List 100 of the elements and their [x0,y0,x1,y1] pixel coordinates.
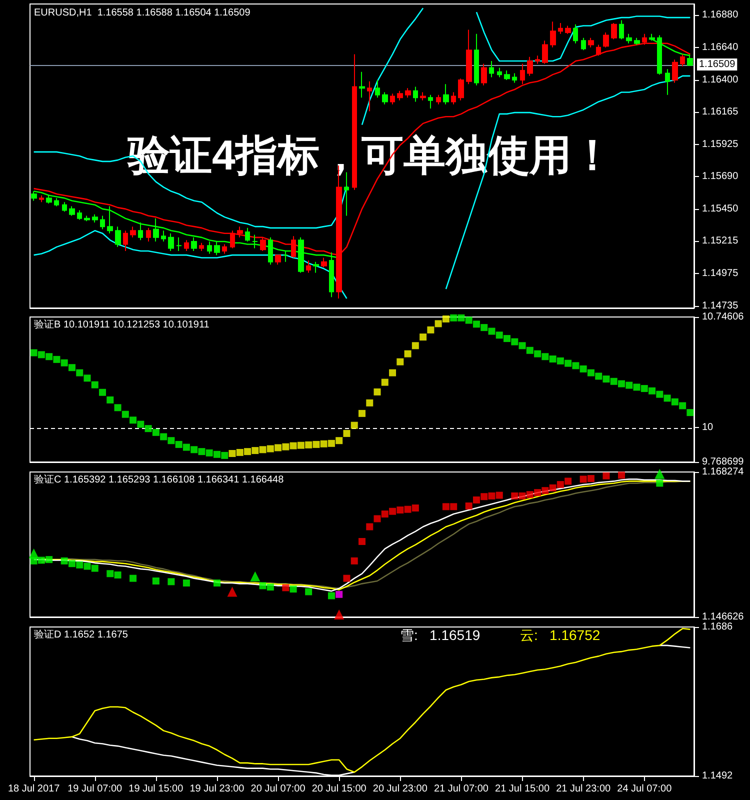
candlestick [405,88,411,98]
point [250,571,260,582]
y-tick-label: 1.15925 [702,138,739,150]
y-tick-label: 1.146626 [702,612,744,622]
candlestick [207,241,212,254]
candlestick [367,80,372,112]
candlestick [512,72,517,84]
point [602,472,610,480]
candlestick [168,232,174,252]
point [564,478,572,485]
y-tick-label: 1.16640 [702,42,739,53]
candlestick [451,92,456,105]
candlestick [359,71,365,98]
y-tick-label: 9.768699 [702,456,744,468]
y-tick-label: 1.15690 [702,170,739,182]
candlestick [138,222,143,241]
point [542,487,549,494]
candlestick [458,78,464,101]
point [213,580,220,587]
point [114,571,122,578]
x-tick-label: 21 Jul 07:00 [434,784,489,794]
candlestick [611,22,617,40]
candlestick [184,240,189,252]
candlestick [520,63,525,85]
ref-line-label: 1.16509 [699,59,736,70]
point [328,592,335,600]
candlestick [100,215,105,230]
candlestick [62,202,67,212]
candlestick [321,257,327,268]
point [556,481,564,488]
x-tick-label: 19 Jul 07:00 [68,784,123,794]
point [152,578,160,585]
annotation: 验证B 10.101911 10.121253 10.101911 [34,318,210,330]
y-tick-label: 10.74606 [702,312,744,322]
point [38,556,45,564]
point [526,491,534,498]
candlestick [390,93,395,105]
candlestick [565,25,571,34]
point [496,492,503,499]
candlestick [634,37,640,46]
annotation: 验证D 1.1652 1.1675 [34,628,128,640]
point [106,570,114,578]
candlestick [115,226,121,248]
candlestick [161,230,166,242]
candlestick [603,32,609,48]
point [358,538,366,545]
candlestick [375,80,380,98]
candlestick [489,60,494,78]
candlestick [481,63,487,86]
x-tick-label: 21 Jul 15:00 [495,784,550,794]
point [76,561,84,568]
candlestick [199,242,204,252]
candlestick [550,21,556,48]
candlestick [672,59,678,84]
point [518,492,526,500]
point [488,492,496,500]
annotation: 云: 1.16752 [520,627,600,643]
point [290,586,297,593]
x-tick-label: 19 Jul 15:00 [128,784,184,794]
candlestick [527,56,533,76]
point [412,504,419,512]
y-tick-label: 1.14735 [702,300,739,312]
candlestick [573,24,578,44]
point [46,556,53,564]
candlestick [46,194,52,204]
point [396,506,404,514]
candlestick [230,230,235,249]
point [587,475,594,482]
candlestick [214,241,220,256]
line-series [33,628,691,773]
candlestick [92,214,98,223]
candlestick [260,236,266,252]
point [305,588,312,596]
candlestick [54,198,59,207]
candlestick [397,90,403,101]
candlestick [588,37,594,48]
point [374,515,381,522]
candlestick [176,236,182,252]
point [389,508,396,515]
candlestick [313,261,319,274]
candlestick [619,20,624,40]
point [618,472,625,479]
point [350,557,358,564]
point [450,503,458,510]
y-tick-label: 1.1686 [702,622,734,632]
point [168,578,175,586]
y-tick-label: 1.14975 [702,268,739,279]
point [68,560,76,568]
point [465,502,472,510]
candlestick [420,92,426,101]
candlestick [413,86,418,102]
candlestick [237,226,243,238]
point [60,557,68,564]
candlestick [474,33,479,86]
candlestick [77,210,82,220]
y-tick-label: 1.15215 [702,235,739,246]
y-tick-label: 1.168274 [702,466,744,478]
point [28,548,39,559]
candlestick [466,29,472,85]
candlestick [123,230,128,252]
